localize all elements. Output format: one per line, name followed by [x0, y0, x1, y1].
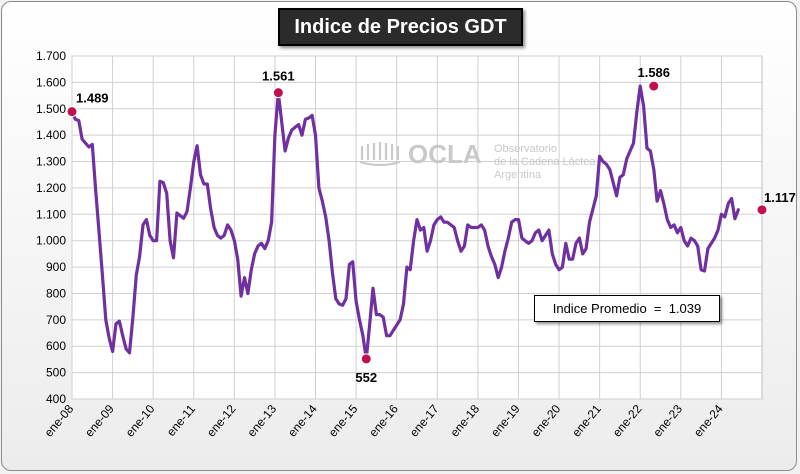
- y-tick-label: 1.300: [36, 155, 66, 169]
- y-tick-label: 1.400: [36, 128, 66, 142]
- x-tick-label: ene-14: [285, 402, 320, 440]
- x-tick-label: ene-18: [447, 402, 482, 440]
- x-tick-label: ene-20: [529, 402, 564, 440]
- x-tick-label: ene-09: [82, 402, 117, 440]
- y-tick-label: 1.200: [36, 181, 66, 195]
- x-tick-label: ene-17: [407, 402, 442, 440]
- y-tick-label: 1.100: [36, 207, 66, 221]
- series-line-gdt: [70, 84, 740, 361]
- y-tick-label: 600: [46, 339, 66, 353]
- annotation-label: 1.586: [637, 65, 670, 80]
- watermark-name: OCLA: [408, 139, 482, 169]
- x-tick-label: ene-08: [42, 402, 77, 440]
- y-tick-label: 500: [46, 366, 66, 380]
- average-label: Indice Promedio = 1.039: [534, 295, 720, 322]
- chart-title: Indice de Precios GDT: [278, 8, 523, 46]
- x-tick-label: ene-16: [366, 402, 401, 440]
- annotation-label: 1.117: [764, 190, 796, 205]
- x-tick-label: ene-24: [691, 402, 726, 440]
- x-tick-label: ene-12: [204, 402, 239, 440]
- annotation-label: 552: [355, 370, 377, 385]
- y-tick-label: 800: [46, 286, 66, 300]
- y-tick-label: 1.600: [36, 75, 66, 89]
- y-tick-label: 700: [46, 313, 66, 327]
- annotation-label: 1.489: [76, 91, 109, 106]
- y-tick-label: 900: [46, 260, 66, 274]
- x-tick-label: ene-15: [326, 402, 361, 440]
- x-tick-label: ene-19: [488, 402, 523, 440]
- x-tick-label: ene-10: [123, 402, 158, 440]
- watermark-line-3: Argentina: [494, 169, 542, 181]
- highlight-marker: [66, 106, 78, 118]
- y-tick-label: 1.500: [36, 102, 66, 116]
- watermark-line-1: Observatorio: [494, 143, 557, 155]
- highlight-marker: [272, 87, 284, 99]
- watermark-logo-icon: [359, 142, 401, 167]
- y-tick-label: 400: [46, 392, 66, 406]
- watermark-line-2: de la Cadena Láctea: [494, 156, 596, 168]
- y-tick-label: 1.700: [36, 49, 66, 63]
- y-tick-label: 1.000: [36, 234, 66, 248]
- x-tick-label: ene-21: [569, 402, 604, 440]
- highlight-marker: [648, 80, 660, 92]
- x-tick-label: ene-22: [610, 402, 645, 440]
- x-tick-label: ene-11: [164, 402, 198, 439]
- x-tick-label: ene-13: [244, 402, 279, 440]
- ocla-watermark: OCLA Observatorio de la Cadena Láctea Ar…: [359, 139, 596, 181]
- annotation-label: 1.561: [262, 69, 295, 84]
- x-tick-label: ene-23: [650, 402, 685, 440]
- highlight-marker: [756, 204, 768, 216]
- highlight-marker: [360, 353, 372, 365]
